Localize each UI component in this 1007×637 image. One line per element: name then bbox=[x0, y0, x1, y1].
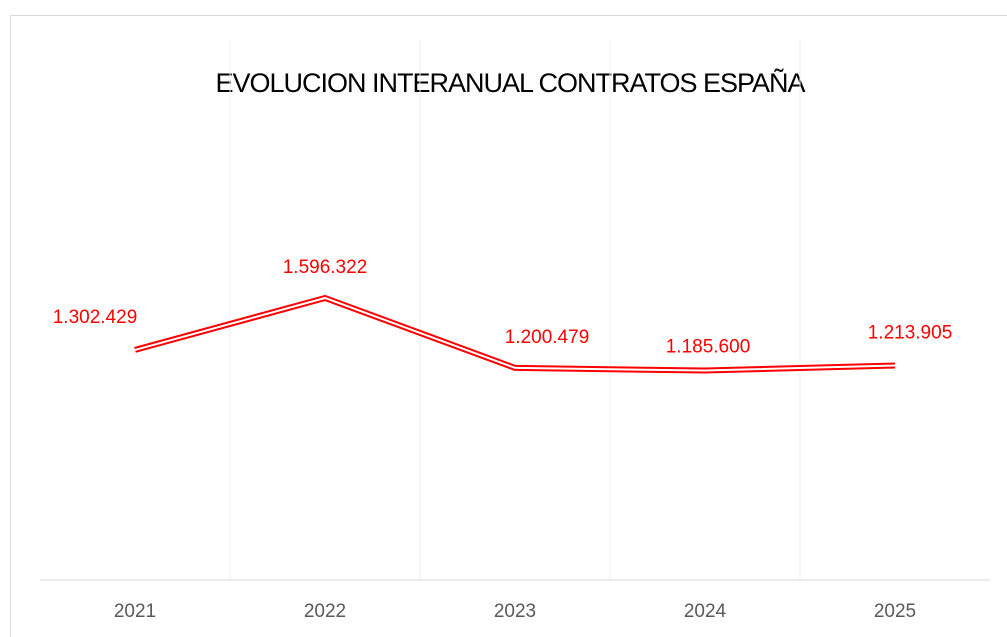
x-tick-label: 2023 bbox=[494, 601, 536, 622]
data-label: 1.185.600 bbox=[666, 337, 751, 358]
series-line-inner bbox=[134, 296, 896, 372]
x-tick-label: 2022 bbox=[304, 601, 346, 622]
data-label: 1.302.429 bbox=[53, 307, 138, 328]
chart-frame bbox=[10, 15, 1007, 637]
x-tick-label: 2025 bbox=[874, 601, 916, 622]
data-label: 1.200.479 bbox=[505, 327, 590, 348]
data-label: 1.596.322 bbox=[283, 257, 368, 278]
x-tick-label: 2024 bbox=[684, 601, 727, 622]
x-tick-label: 2021 bbox=[114, 601, 156, 622]
data-label: 1.213.905 bbox=[868, 323, 953, 344]
chart-title: EVOLUCION INTERANUAL CONTRATOS ESPAÑA bbox=[215, 67, 805, 98]
